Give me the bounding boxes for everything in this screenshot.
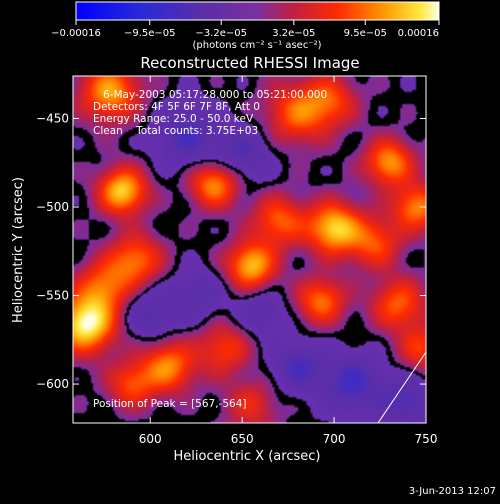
colorbar-tick-label: 9.5e−05	[344, 28, 387, 39]
colorbar-ticks: −0.00016 −9.5e−05 −3.2e−05 3.2e−05 9.5e−05 0.…	[51, 20, 440, 39]
annotation-energy-range: Energy Range: 25.0 - 50.0 keV	[93, 113, 254, 125]
colorbar-tick-label: 3.2e−05	[272, 28, 315, 39]
x-tick-label: 650	[231, 432, 254, 446]
heatmap-image	[73, 76, 426, 423]
y-tick-label: −550	[36, 289, 69, 303]
annotation-time-range: 6-May-2003 05:17:28.000 to 05:21:00.000	[103, 89, 327, 101]
plot-frame	[72, 75, 427, 424]
x-tick-label: 750	[415, 432, 438, 446]
x-axis-label: Heliocentric X (arcsec)	[174, 449, 321, 464]
plot-area: 600 650 700 750 −450 −500 −550 −600	[36, 75, 438, 446]
x-tick-label: 700	[323, 432, 346, 446]
colorbar-tick-label: −9.5e−05	[124, 28, 176, 39]
y-tick-label: −500	[36, 200, 69, 214]
colorbar	[75, 1, 440, 21]
y-tick-label: −600	[36, 377, 69, 391]
annotation-detectors: Detectors: 4F 5F 6F 7F 8F, Att 0	[93, 101, 260, 113]
x-tick-label: 600	[139, 432, 162, 446]
y-tick-label: −450	[36, 111, 69, 125]
x-axis-ticks: 600 650 700 750	[139, 76, 438, 446]
annotation-peak-position: Position of Peak = [567,-564]	[93, 398, 247, 410]
colorbar-tick-label: 0.00016	[398, 28, 439, 39]
limb-line	[377, 351, 426, 423]
colorbar-tick-label: −0.00016	[51, 28, 101, 39]
y-axis-label: Heliocentric Y (arcsec)	[11, 177, 26, 323]
y-axis-ticks: −450 −500 −550 −600	[36, 111, 426, 391]
colorbar-tick-label: −3.2e−05	[195, 28, 247, 39]
colorbar-units-label: (photons cm⁻² s⁻¹ asec⁻²)	[192, 40, 321, 51]
chart-title: Reconstructed RHESSI Image	[140, 54, 359, 72]
annotation-total-counts: Clean Total counts: 3.75E+03	[93, 125, 258, 137]
overlay-annotations: 6-May-2003 05:17:28.000 to 05:21:00.000 …	[93, 89, 327, 410]
footer-timestamp: 3-Jun-2013 12:07	[409, 486, 496, 497]
